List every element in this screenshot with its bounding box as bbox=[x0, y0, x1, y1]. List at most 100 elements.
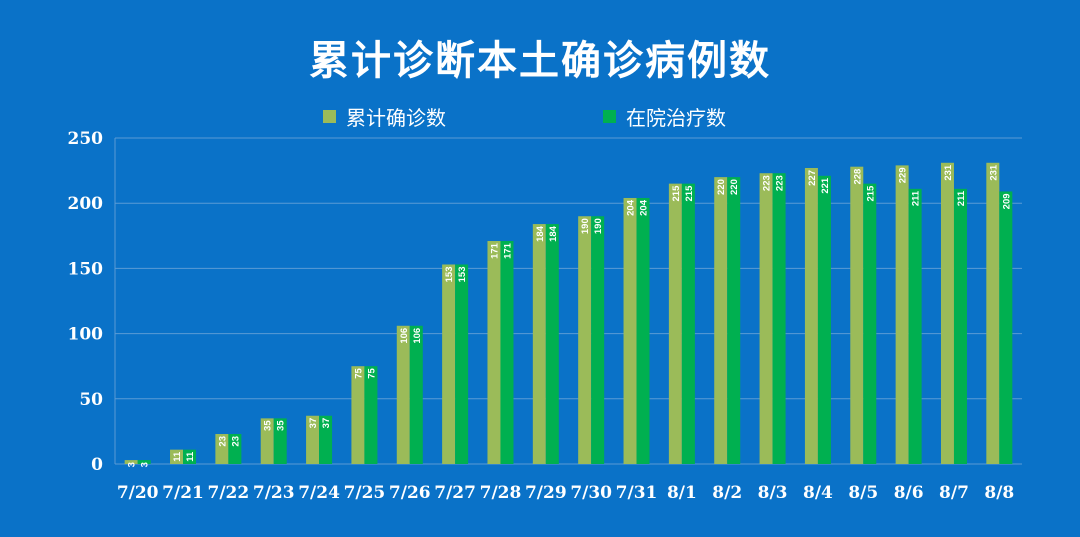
data-label-cumulative: 23 bbox=[217, 436, 228, 447]
bar-hospitalized bbox=[591, 216, 605, 464]
data-label-hospitalized: 220 bbox=[729, 179, 740, 195]
legend-swatch-hospitalized bbox=[603, 110, 616, 123]
data-label-hospitalized: 184 bbox=[548, 225, 559, 242]
bar-hospitalized bbox=[817, 175, 831, 465]
data-label-hospitalized: 211 bbox=[911, 190, 922, 206]
data-label-cumulative: 3 bbox=[127, 462, 138, 467]
bar-hospitalized bbox=[409, 325, 423, 464]
legend-label-cumulative: 累计确诊数 bbox=[346, 106, 446, 130]
bar-cumulative bbox=[940, 162, 954, 464]
data-label-hospitalized: 204 bbox=[639, 199, 650, 216]
bar-cumulative bbox=[442, 264, 456, 464]
bar-cumulative bbox=[986, 162, 1000, 464]
chart-title: 累计诊断本土确诊病例数 bbox=[309, 38, 771, 84]
bar-cumulative bbox=[396, 325, 410, 464]
data-label-cumulative: 190 bbox=[580, 218, 591, 234]
bar-cumulative bbox=[578, 216, 592, 464]
x-tick-label: 8/2 bbox=[712, 483, 742, 503]
bar-hospitalized bbox=[228, 434, 242, 464]
data-label-cumulative: 215 bbox=[671, 185, 682, 202]
y-tick-label: 250 bbox=[68, 129, 104, 149]
data-label-cumulative: 229 bbox=[898, 167, 909, 183]
data-label-cumulative: 227 bbox=[807, 170, 818, 186]
y-tick-label: 200 bbox=[68, 194, 104, 214]
bar-cumulative bbox=[351, 366, 365, 464]
data-label-hospitalized: 171 bbox=[502, 242, 513, 259]
chart-legend: 累计确诊数 在院治疗数 bbox=[0, 102, 1080, 130]
bar-hospitalized bbox=[681, 183, 695, 464]
bar-hospitalized bbox=[137, 460, 151, 464]
bar-cumulative bbox=[895, 165, 909, 464]
x-tick-label: 8/4 bbox=[803, 483, 833, 503]
data-label-cumulative: 11 bbox=[172, 451, 183, 462]
x-tick-label: 8/8 bbox=[984, 483, 1014, 503]
bar-hospitalized bbox=[636, 197, 650, 464]
data-label-cumulative: 223 bbox=[762, 175, 773, 191]
bar-cumulative bbox=[487, 241, 501, 464]
bar-cumulative bbox=[532, 224, 546, 464]
x-tick-label: 8/7 bbox=[939, 483, 969, 503]
bar-hospitalized bbox=[273, 418, 287, 464]
bar-cumulative bbox=[623, 197, 637, 464]
data-label-cumulative: 35 bbox=[263, 420, 274, 431]
bar-hospitalized bbox=[500, 241, 514, 464]
bar-cumulative bbox=[124, 460, 138, 464]
bar-hospitalized bbox=[908, 188, 922, 464]
data-label-cumulative: 153 bbox=[444, 266, 455, 282]
bar-hospitalized bbox=[183, 449, 197, 464]
data-label-hospitalized: 106 bbox=[412, 328, 423, 344]
data-label-hospitalized: 23 bbox=[230, 436, 241, 447]
data-label-hospitalized: 215 bbox=[684, 185, 695, 202]
bar-cumulative bbox=[714, 177, 728, 464]
bar-hospitalized bbox=[999, 191, 1013, 465]
bar-cumulative bbox=[306, 415, 320, 464]
bar-hospitalized bbox=[953, 188, 967, 464]
data-label-cumulative: 231 bbox=[988, 164, 999, 181]
x-tick-label: 8/6 bbox=[894, 483, 924, 503]
data-label-hospitalized: 211 bbox=[956, 190, 967, 206]
data-label-cumulative: 75 bbox=[353, 367, 364, 378]
legend-label-hospitalized: 在院治疗数 bbox=[626, 106, 726, 130]
bar-cumulative bbox=[804, 167, 818, 464]
data-label-cumulative: 171 bbox=[489, 242, 500, 259]
data-label-cumulative: 184 bbox=[535, 225, 546, 242]
data-label-hospitalized: 3 bbox=[140, 462, 151, 467]
y-tick-label: 0 bbox=[91, 455, 103, 475]
bar-hospitalized bbox=[727, 177, 741, 464]
x-tick-label: 7/30 bbox=[570, 483, 612, 503]
y-tick-label: 100 bbox=[68, 325, 104, 345]
data-label-cumulative: 106 bbox=[399, 328, 410, 344]
x-tick-label: 7/21 bbox=[162, 483, 204, 503]
data-label-hospitalized: 37 bbox=[321, 418, 332, 429]
data-label-hospitalized: 11 bbox=[185, 451, 196, 462]
x-tick-label: 7/29 bbox=[525, 483, 567, 503]
bar-cumulative bbox=[170, 449, 184, 464]
plot-area bbox=[115, 138, 1022, 464]
data-label-cumulative: 37 bbox=[308, 418, 319, 429]
x-tick-label: 7/20 bbox=[117, 483, 159, 503]
bar-hospitalized bbox=[319, 415, 333, 464]
bar-hospitalized bbox=[863, 183, 877, 464]
data-label-cumulative: 228 bbox=[852, 169, 863, 185]
bar-cumulative bbox=[215, 434, 229, 464]
y-tick-label: 150 bbox=[68, 259, 104, 279]
x-tick-label: 7/24 bbox=[298, 483, 340, 503]
data-label-hospitalized: 221 bbox=[820, 177, 831, 194]
bar-hospitalized bbox=[545, 224, 559, 464]
bar-cumulative bbox=[260, 418, 274, 464]
x-tick-label: 7/27 bbox=[434, 483, 476, 503]
data-label-hospitalized: 190 bbox=[593, 218, 604, 234]
bar-hospitalized bbox=[364, 366, 378, 464]
data-label-hospitalized: 209 bbox=[1001, 193, 1012, 209]
y-tick-label: 50 bbox=[79, 390, 103, 410]
bar-cumulative bbox=[759, 173, 773, 464]
x-tick-label: 7/26 bbox=[389, 483, 431, 503]
bar-cumulative bbox=[850, 166, 864, 465]
data-label-cumulative: 231 bbox=[943, 164, 954, 181]
data-label-hospitalized: 215 bbox=[865, 185, 876, 202]
data-label-hospitalized: 75 bbox=[366, 367, 377, 378]
x-tick-label: 7/28 bbox=[480, 483, 522, 503]
legend-item-hospitalized: 在院治疗数 bbox=[603, 102, 726, 131]
x-tick-label: 7/25 bbox=[344, 483, 386, 503]
